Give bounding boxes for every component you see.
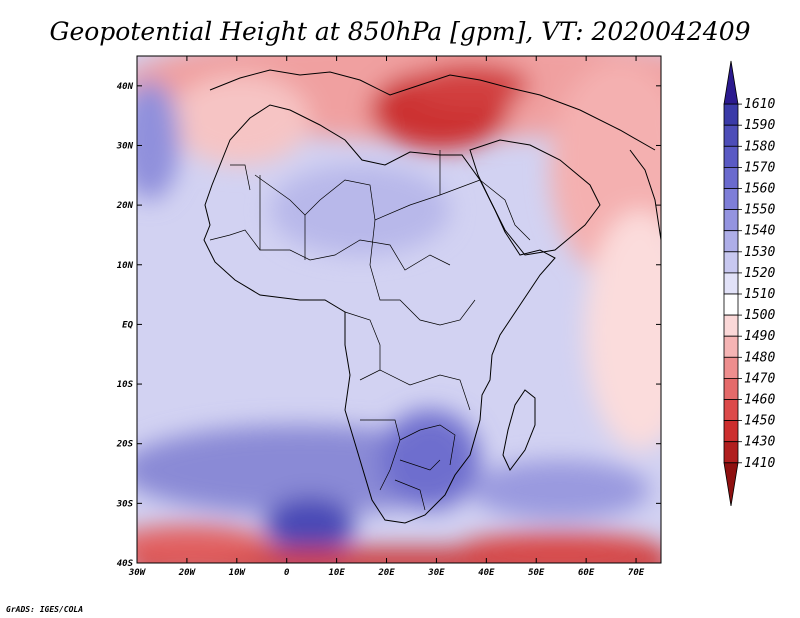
colorbar-label: 1560 [744, 182, 775, 197]
colorbar-segment [723, 230, 739, 253]
lon-label: 60E [578, 568, 595, 578]
colorbar-label: 1500 [744, 308, 775, 323]
lat-label: 40S [117, 559, 134, 569]
colorbar-segment [723, 441, 739, 464]
lon-label: 20W [178, 568, 197, 578]
sw-indian-blue [470, 460, 650, 520]
colorbar-segment [723, 462, 739, 506]
lon-label: 20E [377, 568, 395, 578]
map-frame [136, 55, 662, 564]
colorbar-label: 1570 [744, 160, 775, 175]
lon-label: 30E [427, 568, 445, 578]
height-field [137, 56, 661, 563]
lon-label: 0 [284, 568, 290, 578]
lon-label: 30W [128, 568, 147, 578]
colorbar-segment [723, 293, 739, 316]
colorbar-label: 1520 [744, 266, 775, 281]
colorbar-segment [723, 103, 739, 126]
lat-label: 30S [116, 499, 134, 509]
colorbar-segment [723, 60, 739, 105]
lon-label: 70E [628, 568, 645, 578]
colorbar-label: 1460 [744, 393, 775, 408]
colorbar-label: 1430 [744, 435, 775, 450]
lon-label: 50E [528, 568, 545, 578]
axis-ticks [136, 56, 661, 564]
southern-trough-se [460, 532, 660, 563]
southern-africa-high [380, 410, 480, 510]
colorbar-segment [723, 124, 739, 147]
colorbar-segment [723, 356, 739, 379]
atlantic-high-north [137, 80, 180, 200]
colorbar-label: 1540 [744, 224, 775, 239]
indian-ocean-pink [585, 210, 661, 450]
colorbar: 1610 1590 1580 1570 1560 1550 1540 1530 1520 1510… [723, 60, 775, 506]
colorbar-label: 1590 [744, 118, 775, 133]
lat-label: 20S [116, 440, 134, 450]
colorbar-segment [723, 251, 739, 274]
europe-coastline [209, 69, 656, 151]
colorbar-segment [723, 314, 739, 337]
lon-label: 10W [229, 568, 247, 578]
colorbar-segment [723, 399, 739, 422]
arabia-coastline [469, 139, 601, 256]
colorbar-segment [723, 145, 739, 168]
coastlines [203, 69, 661, 524]
colorbar-segment [723, 166, 739, 189]
lat-label: 10N [117, 261, 134, 271]
colorbar-label: 1480 [744, 350, 775, 365]
colorbar-segment [723, 188, 739, 211]
map-title: Geopotential Height at 850hPa [gpm], VT:… [49, 17, 750, 46]
colorbar-segment [723, 209, 739, 232]
grads-credit: GrADS: IGES/COLA [6, 605, 83, 614]
country-borders [209, 150, 531, 511]
colorbar-label: 1610 [744, 97, 775, 112]
lon-label: 10E [328, 568, 345, 578]
colorbar-label: 1470 [744, 371, 775, 386]
lon-label: 40E [478, 568, 495, 578]
lat-label: EQ [122, 320, 133, 330]
colorbar-label: 1490 [744, 329, 775, 344]
colorbar-label: 1410 [744, 456, 775, 471]
sahara-blue [270, 165, 450, 255]
southern-trough-sw [137, 525, 270, 563]
lat-label: 40N [117, 82, 134, 92]
colorbar-label: 1580 [744, 139, 775, 154]
colorbar-label: 1510 [744, 287, 775, 302]
lat-label: 20N [116, 201, 134, 211]
lat-label: 30N [116, 141, 134, 151]
colorbar-segment [723, 335, 739, 358]
nw-africa-pink [170, 75, 310, 165]
south-atlantic-core [265, 497, 355, 553]
latitude-labels: 40N 30N 20N 10N EQ 10S 20S 30S 40S [116, 82, 134, 569]
colorbar-segment [723, 272, 739, 295]
india-coastline [629, 149, 661, 241]
colorbar-label: 1550 [744, 203, 775, 218]
lat-label: 10S [117, 380, 134, 390]
africa-coastline [203, 104, 556, 524]
turkey-red-core [410, 63, 530, 107]
longitude-labels: 30W 20W 10W 0 10E 20E 30E 40E 50E 60E 70E [128, 568, 645, 578]
colorbar-segment [723, 377, 739, 400]
colorbar-segment [723, 420, 739, 443]
colorbar-label: 1530 [744, 245, 775, 260]
colorbar-label: 1450 [744, 414, 775, 429]
madagascar-coastline [502, 389, 536, 471]
